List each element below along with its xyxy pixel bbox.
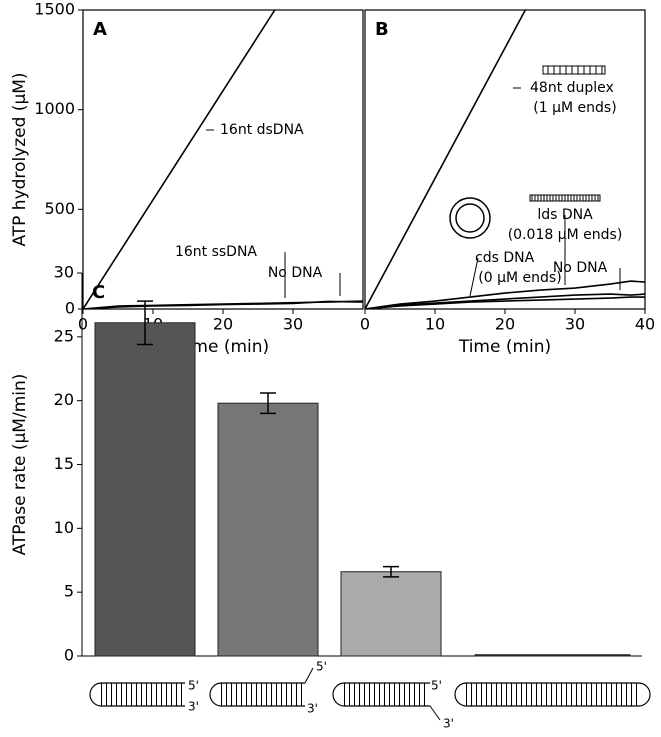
data-line xyxy=(83,10,276,309)
error-bar xyxy=(383,565,399,578)
bar xyxy=(217,402,319,657)
series-label: 48nt duplex xyxy=(530,80,614,96)
series-label: 16nt ssDNA xyxy=(175,244,257,260)
y-tick-label: 10 xyxy=(54,518,74,537)
y-tick-label: 20 xyxy=(54,390,74,409)
y-tick-label: 5 xyxy=(64,582,74,601)
dna-outline xyxy=(89,682,185,707)
panel-label: A xyxy=(93,19,107,40)
overhang xyxy=(304,667,314,684)
bar xyxy=(94,322,196,657)
dna-outline xyxy=(332,682,430,707)
x-tick-label: 10 xyxy=(425,315,445,334)
y-axis-label: ATP hydrolyzed (µM) xyxy=(10,72,30,246)
error-bar xyxy=(137,300,153,346)
circle-icon xyxy=(455,203,485,233)
end-label: 3' xyxy=(307,702,318,716)
y-tick-label: 0 xyxy=(64,646,74,665)
label-leader xyxy=(469,257,479,297)
end-label: 3' xyxy=(188,700,199,714)
y-tick-label: 15 xyxy=(54,454,74,473)
x-tick-label: 20 xyxy=(495,315,515,334)
series-label: cds DNA xyxy=(475,250,535,266)
y-tick-label: 0 xyxy=(65,299,75,318)
y-axis-label: ATPase rate (µM/min) xyxy=(10,374,30,556)
series-label: No DNA xyxy=(553,260,608,276)
data-line xyxy=(83,300,363,309)
x-tick-label: 40 xyxy=(635,315,655,334)
x-axis-label: Time (min) xyxy=(458,337,551,357)
panel-label: C xyxy=(92,282,105,303)
end-label: 5' xyxy=(188,679,199,693)
data-line xyxy=(365,293,645,309)
dna-outline xyxy=(209,682,305,707)
x-tick-label: 0 xyxy=(360,315,370,334)
dna-outline xyxy=(454,682,651,707)
error-bar xyxy=(260,392,276,415)
series-note: (0 µM ends) xyxy=(478,270,561,286)
y-tick-label: 1000 xyxy=(34,99,75,118)
data-line xyxy=(365,10,527,309)
x-tick-label: 30 xyxy=(565,315,585,334)
y-tick-label: 30 xyxy=(54,263,74,282)
end-label: 3' xyxy=(443,717,454,731)
end-label: 5' xyxy=(316,660,327,674)
y-tick-label: 1500 xyxy=(34,0,75,19)
end-label: 5' xyxy=(431,679,442,693)
series-note: (0.018 µM ends) xyxy=(508,227,623,243)
overhang xyxy=(429,705,441,721)
bar xyxy=(474,654,631,657)
x-tick-label: 20 xyxy=(213,315,233,334)
series-label: 16nt dsDNA xyxy=(220,122,304,138)
duplex-icon xyxy=(542,65,606,75)
x-tick-label: 30 xyxy=(283,315,303,334)
x-axis-label: Time (min) xyxy=(176,337,269,357)
x-tick-label: 0 xyxy=(78,315,88,334)
series-label: No DNA xyxy=(268,265,323,281)
bar xyxy=(340,571,442,657)
y-tick-label: 500 xyxy=(44,199,75,218)
circle-icon xyxy=(449,197,491,239)
series-label: lds DNA xyxy=(537,207,593,223)
data-line xyxy=(365,296,645,309)
panel-label: B xyxy=(375,19,389,40)
y-tick-label: 25 xyxy=(54,326,74,345)
series-note: (1 µM ends) xyxy=(533,100,616,116)
